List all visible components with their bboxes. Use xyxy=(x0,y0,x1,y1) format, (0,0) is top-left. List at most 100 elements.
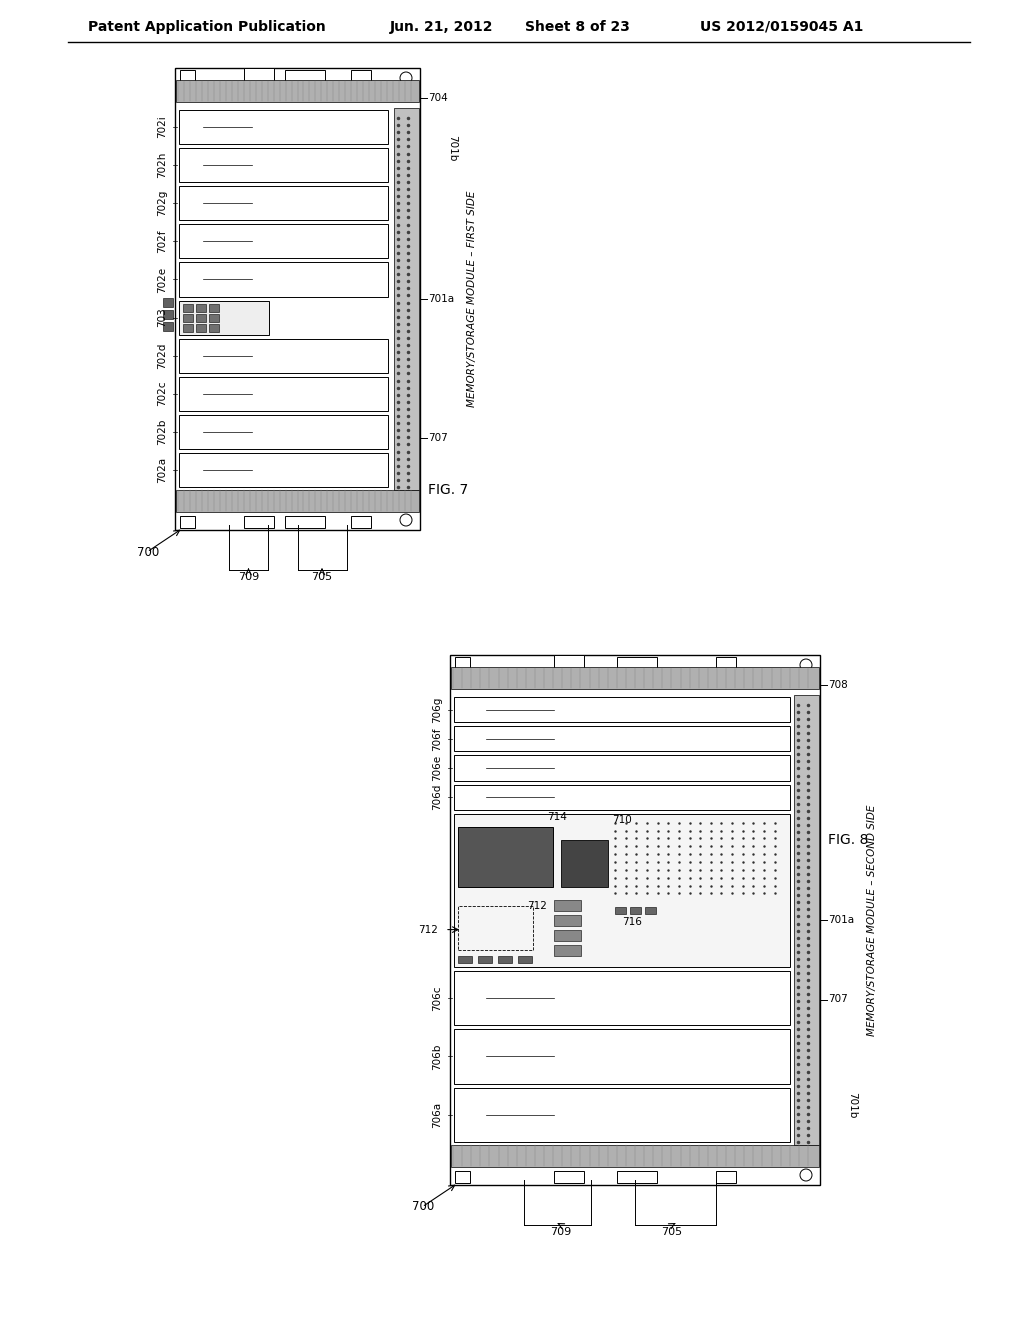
Bar xyxy=(478,956,492,962)
Text: Patent Application Publication: Patent Application Publication xyxy=(88,20,326,34)
Bar xyxy=(180,516,195,528)
Bar xyxy=(179,148,388,182)
Bar xyxy=(351,70,372,82)
Bar xyxy=(179,263,388,297)
Bar xyxy=(196,314,206,322)
Bar xyxy=(244,516,273,528)
Text: US 2012/0159045 A1: US 2012/0159045 A1 xyxy=(700,20,863,34)
Bar xyxy=(179,224,388,259)
Text: 706f: 706f xyxy=(432,727,442,751)
Bar xyxy=(454,784,790,809)
Text: 700: 700 xyxy=(412,1200,434,1213)
Text: 706c: 706c xyxy=(432,985,442,1011)
Text: MEMORY/STORAGE MODULE – SECOND SIDE: MEMORY/STORAGE MODULE – SECOND SIDE xyxy=(867,804,877,1036)
Bar xyxy=(554,915,582,927)
Text: 701a: 701a xyxy=(828,915,854,925)
Text: 714: 714 xyxy=(547,812,567,822)
Bar xyxy=(175,69,420,531)
Bar xyxy=(554,900,582,911)
Bar xyxy=(518,956,532,962)
Text: 709: 709 xyxy=(238,572,259,582)
Bar xyxy=(286,516,326,528)
Text: 706g: 706g xyxy=(432,697,442,723)
Bar xyxy=(351,516,372,528)
Text: 708: 708 xyxy=(828,680,848,690)
Text: 712: 712 xyxy=(526,902,547,911)
Bar xyxy=(717,1171,736,1183)
Text: 702d: 702d xyxy=(157,342,167,368)
Bar xyxy=(179,453,388,487)
Text: MEMORY/STORAGE MODULE – FIRST SIDE: MEMORY/STORAGE MODULE – FIRST SIDE xyxy=(467,191,477,407)
Bar xyxy=(554,1171,584,1183)
Bar xyxy=(458,828,553,887)
Text: 702i: 702i xyxy=(157,116,167,139)
Bar xyxy=(451,667,819,689)
Bar xyxy=(179,301,269,334)
Bar xyxy=(454,726,790,751)
Bar xyxy=(458,956,472,962)
Text: 707: 707 xyxy=(828,994,848,1005)
Text: 710: 710 xyxy=(612,816,632,825)
Bar xyxy=(209,304,219,312)
Text: 702h: 702h xyxy=(157,152,167,178)
Bar xyxy=(209,323,219,331)
Text: 705: 705 xyxy=(311,572,333,582)
Text: 706d: 706d xyxy=(432,784,442,810)
Bar xyxy=(196,323,206,331)
Bar xyxy=(183,323,193,331)
Bar xyxy=(451,1144,819,1167)
Bar xyxy=(179,186,388,220)
Text: 707: 707 xyxy=(428,433,447,442)
Bar xyxy=(616,657,656,669)
Text: 703: 703 xyxy=(157,308,167,327)
Bar xyxy=(794,696,819,1144)
Text: 704: 704 xyxy=(428,92,447,103)
Bar xyxy=(163,322,173,330)
Bar xyxy=(454,1030,790,1084)
Text: 702g: 702g xyxy=(157,190,167,216)
Bar xyxy=(183,304,193,312)
Text: Sheet 8 of 23: Sheet 8 of 23 xyxy=(525,20,630,34)
Text: 701a: 701a xyxy=(428,294,454,304)
Bar xyxy=(455,1171,470,1183)
Text: 706a: 706a xyxy=(432,1102,442,1127)
Bar xyxy=(394,108,419,490)
Bar xyxy=(179,339,388,372)
Bar xyxy=(176,81,419,102)
Text: 701b: 701b xyxy=(847,1092,857,1118)
Text: 706b: 706b xyxy=(432,1043,442,1069)
Bar xyxy=(286,70,326,82)
Bar xyxy=(179,110,388,144)
Text: 702c: 702c xyxy=(157,381,167,407)
Bar xyxy=(454,1088,790,1142)
Bar xyxy=(196,304,206,312)
Bar xyxy=(180,70,195,82)
Bar xyxy=(163,297,173,306)
Bar xyxy=(454,755,790,780)
Bar xyxy=(561,840,608,887)
Text: 702b: 702b xyxy=(157,418,167,445)
Text: 702f: 702f xyxy=(157,230,167,253)
Bar xyxy=(183,314,193,322)
Text: 709: 709 xyxy=(550,1228,571,1237)
Bar xyxy=(554,655,584,673)
Bar xyxy=(179,376,388,411)
Bar xyxy=(176,490,419,512)
Bar xyxy=(244,69,273,86)
Bar xyxy=(209,314,219,322)
Bar xyxy=(450,655,820,1185)
Bar xyxy=(455,657,470,669)
Text: 702e: 702e xyxy=(157,267,167,293)
Bar xyxy=(554,945,582,956)
Text: FIG. 7: FIG. 7 xyxy=(428,483,468,498)
Bar xyxy=(458,906,532,950)
Text: 712: 712 xyxy=(418,924,438,935)
Bar xyxy=(630,907,641,913)
Bar xyxy=(615,907,627,913)
Text: 716: 716 xyxy=(622,917,642,927)
Bar xyxy=(454,697,790,722)
Text: 700: 700 xyxy=(137,545,160,558)
Bar xyxy=(717,657,736,669)
Text: Jun. 21, 2012: Jun. 21, 2012 xyxy=(390,20,494,34)
Text: 706e: 706e xyxy=(432,755,442,781)
